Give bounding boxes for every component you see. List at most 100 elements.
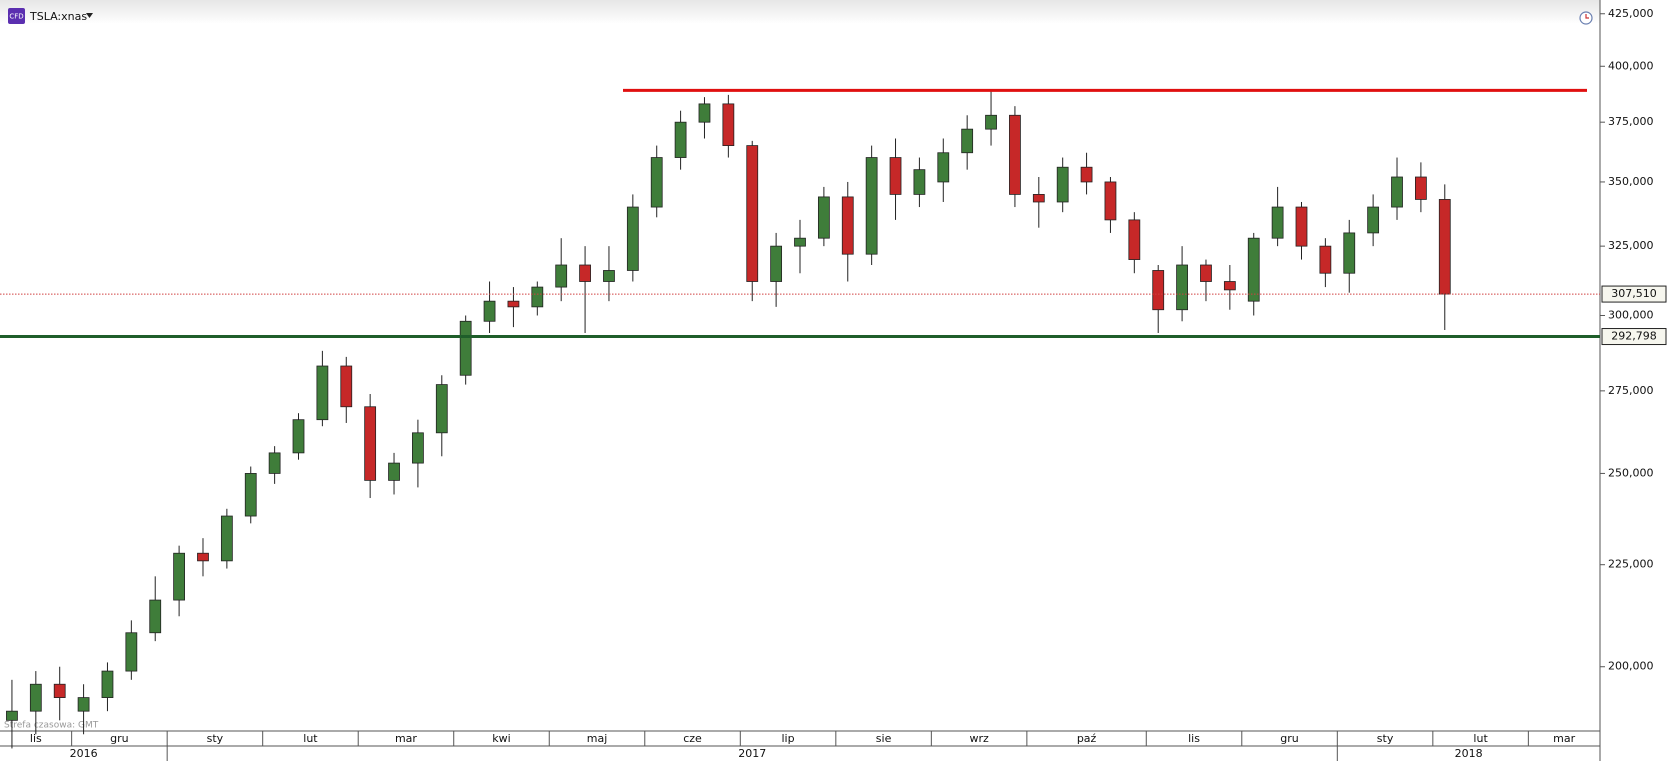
candle-body bbox=[316, 365, 329, 421]
candle-body bbox=[626, 206, 639, 271]
month-label: lis bbox=[1188, 732, 1200, 745]
cfd-badge[interactable] bbox=[8, 8, 25, 24]
month-label: wrz bbox=[969, 732, 989, 745]
month-label: paź bbox=[1077, 732, 1097, 745]
y-tick-label: 225,000 bbox=[1608, 558, 1654, 571]
candle-body bbox=[841, 196, 854, 255]
candle-body bbox=[29, 683, 42, 712]
candle-body bbox=[1319, 245, 1332, 274]
month-label: lip bbox=[782, 732, 795, 745]
candle-body bbox=[1223, 281, 1236, 291]
candle-body bbox=[149, 599, 162, 634]
candle-body bbox=[364, 406, 377, 481]
candle-body bbox=[1247, 237, 1260, 302]
candle-body bbox=[865, 157, 878, 255]
candle-body bbox=[1128, 219, 1141, 260]
month-label: lut bbox=[303, 732, 318, 745]
timezone-note: Strefa czasowa: GMT bbox=[4, 721, 99, 731]
price-marker-box bbox=[1601, 285, 1667, 303]
month-label: gru bbox=[110, 732, 128, 745]
candle-body bbox=[985, 114, 997, 130]
y-tick-label: 425,000 bbox=[1608, 7, 1654, 20]
candle-body bbox=[1343, 232, 1356, 274]
candle-body bbox=[1032, 194, 1045, 203]
year-label: 2016 bbox=[70, 747, 98, 760]
candle-body bbox=[937, 152, 950, 183]
month-label: mar bbox=[395, 732, 417, 745]
y-tick-label: 200,000 bbox=[1608, 660, 1654, 673]
candle-body bbox=[435, 384, 448, 434]
month-label: sty bbox=[1377, 732, 1394, 745]
candle-body bbox=[173, 552, 185, 601]
month-label: mar bbox=[1553, 732, 1575, 745]
candle-body bbox=[913, 169, 926, 195]
candle-body bbox=[388, 462, 400, 481]
y-tick-label: 350,000 bbox=[1608, 175, 1654, 188]
candle-body bbox=[412, 432, 424, 464]
symbol-title[interactable]: TSLA:xnas bbox=[29, 10, 87, 23]
y-tick-label: 275,000 bbox=[1608, 384, 1654, 397]
candle-body bbox=[1438, 199, 1451, 295]
candle-body bbox=[340, 365, 353, 408]
symbol-dropdown[interactable] bbox=[86, 13, 93, 18]
candle-body bbox=[674, 121, 687, 158]
header-band bbox=[0, 0, 1600, 24]
month-label: maj bbox=[587, 732, 608, 745]
candle-body bbox=[1271, 206, 1284, 239]
candle-body bbox=[746, 145, 759, 282]
candle-body bbox=[6, 710, 18, 721]
price-marker-label: 292,798 bbox=[1611, 330, 1657, 343]
clock-hands bbox=[1585, 14, 1589, 19]
candle-body bbox=[698, 103, 711, 123]
year-label: 2018 bbox=[1455, 747, 1483, 760]
month-label: lut bbox=[1473, 732, 1488, 745]
candle-body bbox=[101, 670, 114, 698]
price-marker-box bbox=[1601, 328, 1667, 346]
candle-body bbox=[1367, 206, 1380, 234]
candle-body bbox=[1009, 114, 1021, 195]
candle-body bbox=[794, 237, 806, 247]
month-label: kwi bbox=[492, 732, 510, 745]
y-tick-label: 250,000 bbox=[1608, 466, 1654, 479]
candle-body bbox=[292, 419, 305, 454]
candle-body bbox=[1056, 166, 1069, 203]
candle-body bbox=[1391, 176, 1403, 208]
candle-body bbox=[603, 270, 615, 282]
month-label: gru bbox=[1280, 732, 1298, 745]
candle-body bbox=[1152, 270, 1165, 311]
candle-body bbox=[650, 157, 663, 208]
y-tick-label: 325,000 bbox=[1608, 239, 1654, 252]
candle-body bbox=[722, 103, 735, 146]
candle-body bbox=[1176, 264, 1188, 311]
candle-body bbox=[244, 473, 257, 517]
candle-body bbox=[1104, 181, 1117, 221]
candle-body bbox=[125, 632, 138, 672]
candle-body bbox=[1415, 176, 1427, 200]
candle-body bbox=[507, 300, 520, 308]
month-label: lis bbox=[30, 732, 42, 745]
candle-body bbox=[483, 300, 496, 322]
month-label: sie bbox=[876, 732, 892, 745]
month-label: cze bbox=[683, 732, 702, 745]
y-tick-label: 300,000 bbox=[1608, 308, 1654, 321]
candle-body bbox=[197, 552, 209, 562]
candle-body bbox=[961, 128, 974, 154]
candle-body bbox=[579, 264, 591, 282]
candle-body bbox=[53, 683, 66, 698]
year-label: 2017 bbox=[738, 747, 766, 760]
y-tick-label: 375,000 bbox=[1608, 115, 1654, 128]
candle-body bbox=[220, 515, 233, 562]
candle-body bbox=[531, 286, 544, 308]
month-label: sty bbox=[207, 732, 224, 745]
candle-body bbox=[77, 697, 90, 712]
candle-body bbox=[889, 157, 902, 195]
candle-body bbox=[817, 196, 830, 239]
candle-body bbox=[268, 452, 281, 474]
cfd-badge-text: CFD bbox=[9, 13, 23, 21]
y-tick-label: 400,000 bbox=[1608, 59, 1654, 72]
candle-body bbox=[770, 245, 783, 282]
candle-body bbox=[459, 320, 472, 376]
candle-body bbox=[1200, 264, 1212, 282]
